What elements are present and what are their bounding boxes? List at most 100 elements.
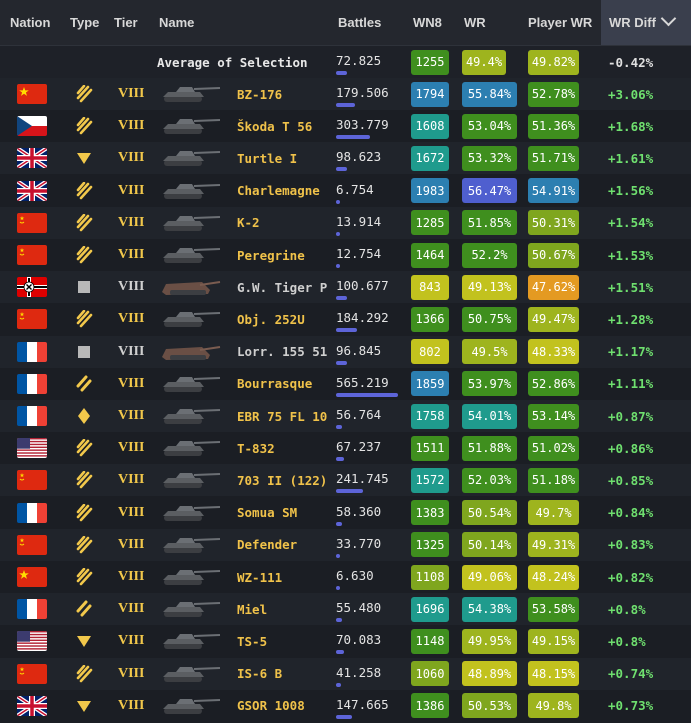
battles-value: 13.914 [336, 213, 382, 229]
vehicle-name[interactable]: 703 II (122) [237, 472, 328, 488]
table-row[interactable]: VIII IS-6 B 41.258 1060 48.89% 48.15% +0.74% [0, 657, 691, 690]
player-wr-cell: 52.86% [528, 368, 579, 400]
wr-cell: 49.5% [462, 336, 517, 368]
tank-icon [160, 303, 222, 335]
tank-icon [160, 271, 222, 303]
vehicle-name[interactable]: EBR 75 FL 10 [237, 408, 328, 424]
wn8-value: 1608 [411, 113, 449, 139]
vehicle-name[interactable]: TS-5 [237, 633, 268, 649]
vehicle-name[interactable]: G.W. Tiger P [237, 279, 328, 295]
table-row[interactable]: VIII Lorr. 155 51 96.845 802 49.5% 48.33% +1.1… [0, 335, 691, 368]
player-wr-value: 50.67% [528, 242, 579, 268]
table-row[interactable]: VIII Charlemagne 6.754 1983 56.47% 54.91% +1.5… [0, 175, 691, 207]
wn8-cell: 1325 [411, 529, 449, 561]
table-row[interactable]: VIII G.W. Tiger P 100.677 843 49.13% 47.62% +1… [0, 271, 691, 304]
wr-value: 50.14% [462, 532, 517, 558]
header-tier[interactable]: Tier [114, 15, 138, 30]
wr-value: 54.01% [462, 403, 517, 429]
vehicle-name[interactable]: Defender [237, 537, 298, 553]
player-wr-value: 51.02% [528, 435, 579, 461]
nation-flag-icon [17, 658, 47, 690]
header-name[interactable]: Name [159, 15, 195, 30]
vehicle-name[interactable]: Turtle I [237, 150, 298, 166]
vehicle-name[interactable]: GSOR 1008 [237, 698, 305, 714]
vehicle-name[interactable]: Bourrasque [237, 376, 313, 392]
wr-value: 54.38% [462, 596, 517, 622]
wn8-cell: 843 [411, 271, 449, 303]
vehicle-name[interactable]: IS-6 B [237, 666, 283, 682]
table-row[interactable]: VIII 703 II (122) 241.745 1572 52.03% 51.18% +… [0, 464, 691, 497]
table-row[interactable]: VIII BZ-176 179.506 1794 55.84% 52.78% +3.06% [0, 78, 691, 110]
tier-label: VIII [118, 504, 145, 520]
table-row[interactable]: VIII TS-5 70.083 1148 49.95% 49.15% +0.8% [0, 625, 691, 657]
table-row[interactable]: VIII Škoda T 56 303.779 1608 53.04% 51.36% +1.… [0, 110, 691, 142]
vehicle-name[interactable]: Miel [237, 601, 268, 617]
table-row[interactable]: VIII Peregrine 12.754 1464 52.2% 50.67% +1.53% [0, 239, 691, 271]
vehicle-name[interactable]: Somua SM [237, 505, 298, 521]
header-wn8[interactable]: WN8 [413, 15, 442, 30]
nation-flag-icon [17, 432, 47, 464]
battles-bar [336, 521, 342, 526]
vehicle-name[interactable]: Charlemagne [237, 183, 320, 199]
battles-cell: 147.665 [336, 690, 406, 722]
wr-cell: 51.88% [462, 432, 517, 464]
vehicle-name[interactable]: BZ-176 [237, 86, 283, 102]
table-row[interactable]: VIII Defender 33.770 1325 50.14% 49.31% +0.83% [0, 528, 691, 561]
table-row[interactable]: VIII WZ-111 6.630 1108 49.06% 48.24% +0.82% [0, 561, 691, 593]
header-type[interactable]: Type [70, 15, 100, 30]
table-row[interactable]: VIII GSOR 1008 147.665 1386 50.53% 49.8% +0.73… [0, 690, 691, 722]
header-wr-diff-sorted[interactable]: WR Diff [601, 0, 691, 45]
wn8-value: 1386 [411, 693, 449, 719]
player-wr-value: 53.14% [528, 403, 579, 429]
tier-label: VIII [118, 665, 145, 681]
average-wr: 49.4% [462, 49, 506, 75]
vehicle-type-icon [75, 271, 93, 303]
vehicle-type-icon [75, 207, 93, 239]
vehicle-name[interactable]: T-832 [237, 440, 275, 456]
battles-value: 179.506 [336, 85, 389, 100]
player-wr-value: 54.91% [528, 178, 579, 204]
nation-flag-icon [17, 368, 47, 400]
vehicle-name[interactable]: Škoda T 56 [237, 118, 313, 134]
wn8-cell: 802 [411, 336, 449, 368]
vehicle-type-icon [75, 142, 93, 174]
player-wr-cell: 50.31% [528, 207, 579, 239]
vehicle-name[interactable]: Lorr. 155 51 [237, 344, 328, 360]
table-row[interactable]: VIII EBR 75 FL 10 56.764 1758 54.01% 53.14% +0… [0, 400, 691, 432]
header-battles[interactable]: Battles [338, 15, 382, 30]
wr-diff-value: +0.86% [608, 440, 654, 456]
tier-label: VIII [118, 118, 145, 134]
header-wr[interactable]: WR [464, 15, 486, 30]
vehicle-name[interactable]: WZ-111 [237, 569, 283, 585]
battles-value: 56.764 [336, 407, 382, 422]
table-row[interactable]: VIII Obj. 252U 184.292 1366 50.75% 49.47% +1.2… [0, 303, 691, 335]
wr-diff-value: +1.28% [608, 311, 654, 327]
table-row[interactable]: VIII T-832 67.237 1511 51.88% 51.02% +0.86% [0, 432, 691, 464]
vehicle-name[interactable]: Obj. 252U [237, 311, 305, 327]
wr-cell: 51.85% [462, 207, 517, 239]
vehicle-name[interactable]: K-2 [237, 215, 260, 231]
header-player-wr[interactable]: Player WR [528, 15, 593, 30]
table-row[interactable]: VIII Miel 55.480 1696 54.38% 53.58% +0.8% [0, 593, 691, 626]
table-row[interactable]: VIII Somua SM 58.360 1383 50.54% 49.7% +0.84% [0, 497, 691, 529]
table-row[interactable]: VIII K-2 13.914 1285 51.85% 50.31% +1.54% [0, 206, 691, 239]
tier-label: VIII [118, 697, 145, 713]
header-nation[interactable]: Nation [10, 15, 51, 30]
vehicle-type-icon [75, 78, 93, 110]
wr-diff-value: +1.53% [608, 247, 654, 263]
vehicle-type-icon [75, 593, 93, 625]
tier-label: VIII [118, 182, 145, 198]
player-wr-cell: 51.71% [528, 142, 579, 174]
table-row[interactable]: VIII Bourrasque 565.219 1859 53.97% 52.86% +1.… [0, 368, 691, 400]
player-wr-value: 49.7% [528, 500, 579, 526]
vehicle-name[interactable]: Peregrine [237, 247, 305, 263]
tank-icon [160, 561, 222, 593]
wr-cell: 53.32% [462, 142, 517, 174]
average-player-wr: 49.82% [528, 49, 579, 75]
battles-bar [336, 328, 357, 333]
player-wr-value: 49.8% [528, 693, 579, 719]
table-row[interactable]: VIII Turtle I 98.623 1672 53.32% 51.71% +1.61% [0, 142, 691, 175]
wn8-value: 1758 [411, 403, 449, 429]
wn8-cell: 1672 [411, 142, 449, 174]
wr-diff-value: +3.06% [608, 86, 654, 102]
